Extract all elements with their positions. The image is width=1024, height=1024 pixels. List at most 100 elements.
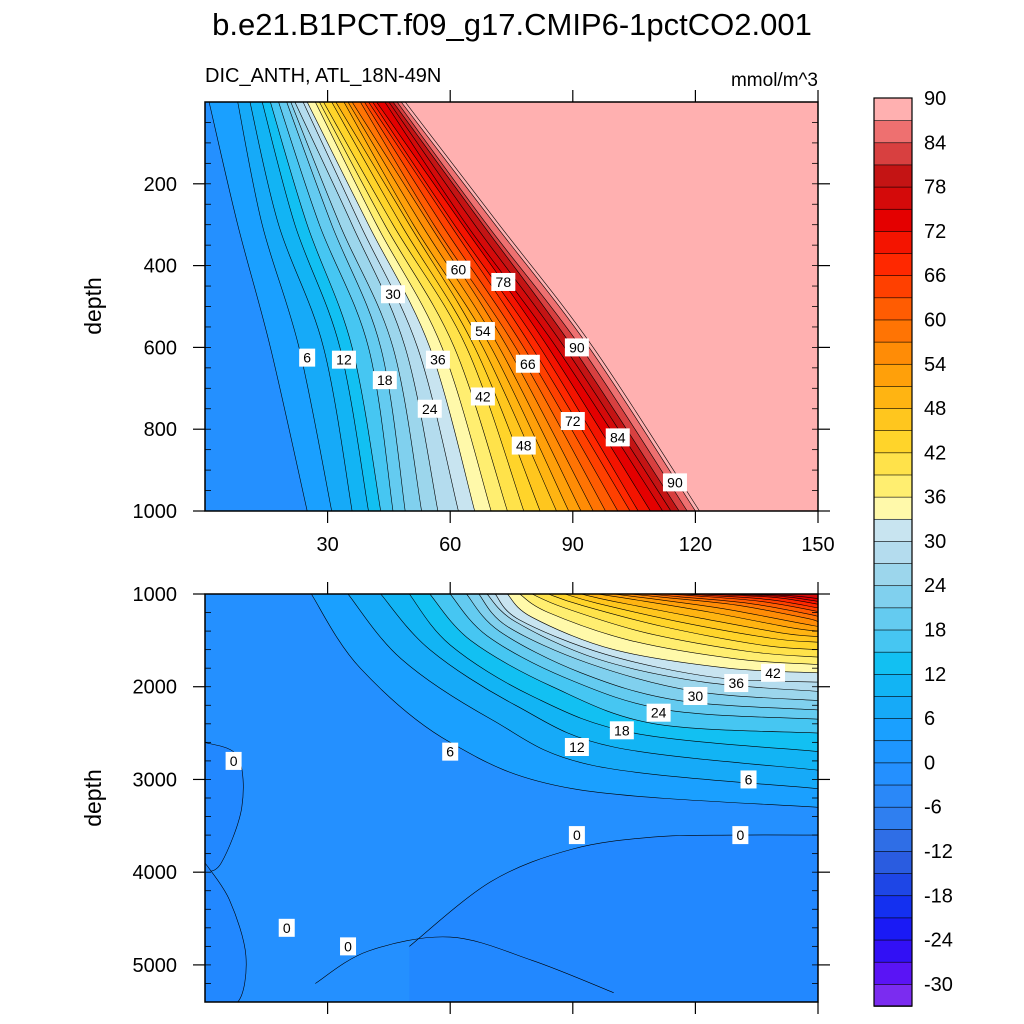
contour-label-box — [470, 387, 495, 406]
colorbar-swatch — [873, 584, 913, 609]
contour-line-15 — [429, 594, 818, 734]
contour-line-39 — [531, 594, 818, 658]
colorbar-swatch — [873, 806, 913, 830]
y-tick-label-600: 600 — [144, 337, 177, 359]
contour-label-66: 66 — [515, 354, 540, 373]
contour-line-54 — [347, 102, 582, 511]
colorbar: 908478726660544842363024181260-6-12-18-2… — [873, 88, 953, 1007]
colorbar-tick-label: 84 — [924, 132, 946, 154]
contour-label-text: 90 — [569, 339, 585, 355]
contour-line-24 — [478, 594, 818, 701]
colorbar-swatch — [873, 828, 913, 852]
x-tick-label-60: 60 — [439, 534, 461, 556]
y-tick-label-400: 400 — [144, 256, 177, 278]
contour-line-51 — [597, 594, 818, 632]
lower-contour-lines — [205, 594, 818, 1002]
contour-line-27 — [486, 594, 818, 692]
contour-line-81 — [392, 102, 680, 511]
contour-label-12: 12 — [331, 350, 356, 369]
contour-line-18 — [449, 594, 818, 720]
colorbar-tick-label: -12 — [924, 841, 953, 863]
colorbar-swatch — [873, 673, 913, 697]
colorbar-swatch — [873, 629, 913, 653]
colorbar-tick-label: 42 — [924, 442, 946, 464]
upper-contour-lines — [208, 102, 700, 511]
y-tick-label-800: 800 — [144, 419, 177, 441]
colorbar-swatch — [873, 496, 913, 520]
colorbar-swatch — [873, 651, 913, 675]
contour-label-box — [732, 826, 749, 845]
contour-line-6 — [347, 594, 818, 789]
colorbar-tick-label: 72 — [924, 221, 946, 243]
contour-line-51 — [343, 102, 569, 511]
colorbar-tick-label: -18 — [924, 885, 953, 907]
contour-label-text: 84 — [610, 429, 626, 445]
contour-line-36 — [519, 594, 818, 665]
contour-label-text: 36 — [430, 352, 446, 368]
y-tick-label-200: 200 — [144, 174, 177, 196]
colorbar-swatch — [873, 407, 913, 431]
contour-label-text: 0 — [283, 920, 291, 936]
contour-label-text: 6 — [446, 744, 454, 760]
contour-label-box — [340, 937, 357, 956]
contour-label-24: 24 — [417, 399, 442, 418]
contour-label-box — [724, 674, 749, 693]
contour-label-text: 30 — [688, 688, 704, 704]
upper-panel: 6 12 18 24 30 36 42 48 54 60 66 72 78 84 90 90 30 60 90 12… — [80, 90, 835, 556]
contour-line-3 — [208, 102, 308, 511]
y-tick-label-1000: 1000 — [133, 584, 178, 606]
colorbar-swatch — [873, 695, 913, 719]
contour-line-63 — [364, 102, 619, 511]
colorbar-tick-label: 78 — [924, 177, 946, 199]
contour-label-box — [491, 272, 516, 291]
contour-line-57 — [629, 594, 818, 623]
contour-label-text: 12 — [336, 352, 352, 368]
panel-subtitle-left: DIC_ANTH, ATL_18N-49N — [205, 65, 441, 87]
colorbar-swatch — [873, 274, 913, 299]
contour-label-18: 18 — [609, 721, 634, 740]
colorbar-swatch — [873, 607, 913, 631]
colorbar-swatch — [873, 474, 913, 498]
contour-label-36: 36 — [425, 350, 450, 369]
contour-line-90 — [404, 102, 700, 511]
contour-label-78: 78 — [491, 272, 516, 291]
contour-label-text: 18 — [614, 722, 630, 738]
upper-contour-labels: 6 12 18 24 30 36 42 48 54 60 66 72 78 84 90 90 — [299, 260, 687, 492]
colorbar-swatch — [873, 850, 913, 874]
colorbar-swatch — [873, 717, 913, 742]
contour-line-12 — [409, 594, 818, 752]
contour-label-box — [605, 428, 630, 447]
upper-depth-axis-label: depth — [80, 277, 106, 335]
lower-contour-labels: 0 6 12 18 24 30 36 42 6 0 0 0 0 — [225, 663, 786, 956]
contour-line-57 — [351, 102, 594, 511]
colorbar-swatch — [873, 894, 913, 919]
contour-label-text: 54 — [475, 323, 491, 339]
colorbar-swatch — [873, 917, 913, 941]
contour-line-0-deep — [315, 936, 614, 993]
western-boundary-region — [205, 862, 247, 1002]
y-tick-label-4000: 4000 — [133, 862, 178, 884]
contour-label-42: 42 — [761, 663, 786, 682]
contour-label-48: 48 — [511, 436, 536, 455]
contour-label-text: 0 — [573, 827, 581, 843]
lower-panel: 0 6 12 18 24 30 36 42 6 0 0 0 0 1000 2000 3000 4000 5000… — [80, 582, 830, 1014]
contour-label-30: 30 — [683, 687, 708, 705]
colorbar-tick-label: 54 — [924, 354, 946, 376]
colorbar-swatch — [873, 363, 913, 387]
contour-label-72: 72 — [560, 412, 585, 431]
contour-label-text: 18 — [377, 372, 393, 388]
contour-label-box — [560, 412, 585, 431]
contour-label-box — [740, 770, 757, 789]
contour-label-box — [380, 285, 405, 304]
contour-band-75 — [724, 594, 818, 599]
contour-label-text: 42 — [475, 388, 491, 404]
contour-label-text: 66 — [520, 356, 536, 372]
colorbar-swatch — [873, 164, 913, 188]
colorbar-swatch — [873, 452, 913, 476]
lower-depth-axis-label: depth — [80, 769, 106, 827]
colorbar-swatch — [873, 341, 913, 365]
contour-label-18: 18 — [372, 371, 397, 390]
contour-line-18 — [278, 102, 394, 511]
x-tick-label-150: 150 — [801, 534, 834, 556]
